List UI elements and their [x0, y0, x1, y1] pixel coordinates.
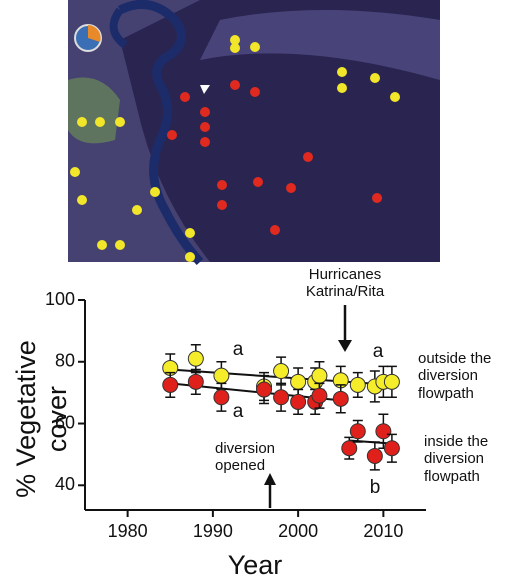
x-tick-label: 1980 — [108, 521, 148, 541]
pointer — [200, 85, 210, 94]
land — [68, 0, 210, 262]
x-axis-title: Year — [227, 550, 283, 580]
land — [200, 10, 440, 80]
satellite-map — [68, 0, 440, 266]
annotation: diversion opened — [215, 440, 276, 475]
annotation: a — [233, 401, 244, 422]
inside-sites — [167, 80, 382, 235]
y-tick-label: 80 — [55, 351, 75, 371]
y-tick-label: 60 — [55, 412, 75, 432]
legend-label: inside the diversion flowpath — [424, 433, 489, 485]
point — [256, 381, 273, 398]
point — [311, 367, 328, 384]
river — [117, 0, 204, 266]
y-axis-title-box: % Vegetative cover — [2, 318, 82, 498]
point — [273, 389, 290, 406]
y-axis-title: % Vegetative cover — [10, 340, 72, 498]
point — [341, 440, 358, 457]
point — [366, 447, 383, 464]
y-tick-label: 40 — [55, 474, 75, 494]
point — [187, 350, 204, 367]
point — [375, 423, 392, 440]
annotation: Hurricanes Katrina/Rita — [305, 266, 385, 301]
x-tick-label: 2000 — [278, 521, 318, 541]
legend-label: outside the diversion flowpath — [418, 350, 492, 402]
point — [383, 440, 400, 457]
x-tick-label: 2010 — [363, 521, 403, 541]
point — [290, 393, 307, 410]
point — [213, 367, 230, 384]
point — [273, 363, 290, 380]
point — [290, 373, 307, 390]
annotation: a — [373, 341, 384, 362]
arrow — [264, 473, 276, 485]
point — [213, 389, 230, 406]
y-tick-label: 100 — [45, 289, 75, 309]
outside-sites — [70, 35, 400, 262]
point — [349, 423, 366, 440]
point — [311, 387, 328, 404]
point — [187, 373, 204, 390]
point — [383, 373, 400, 390]
river — [109, 7, 128, 49]
globe-icon — [88, 25, 101, 42]
annotation: a — [233, 339, 244, 360]
x-tick-label: 1990 — [193, 521, 233, 541]
arrow — [338, 340, 352, 352]
point — [162, 376, 179, 393]
point — [349, 376, 366, 393]
point — [332, 390, 349, 407]
annotation: b — [370, 477, 381, 498]
